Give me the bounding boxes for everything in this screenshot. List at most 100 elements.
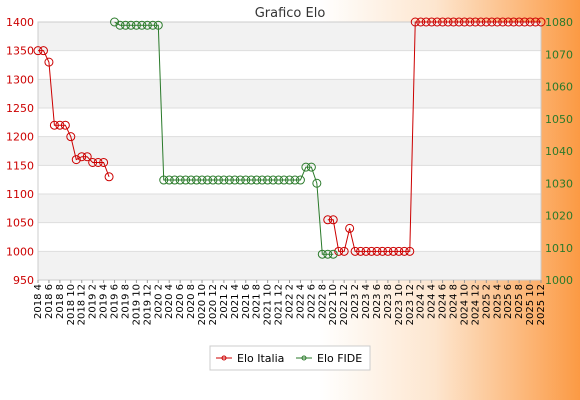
data-point bbox=[104, 172, 114, 182]
data-point bbox=[142, 20, 152, 30]
y-left-tick-label: 950 bbox=[13, 274, 34, 287]
y-right-tick-label: 1050 bbox=[545, 113, 573, 126]
x-tick-label: 2021 2 bbox=[219, 284, 230, 319]
x-tick-label: 2020 2 bbox=[153, 284, 164, 319]
data-point bbox=[345, 223, 355, 233]
data-point bbox=[192, 175, 202, 185]
data-point bbox=[126, 20, 136, 30]
series-layer bbox=[33, 17, 546, 259]
data-point bbox=[208, 175, 218, 185]
data-point bbox=[328, 215, 338, 225]
data-point bbox=[88, 157, 98, 167]
data-point bbox=[443, 17, 453, 27]
x-tick-label: 2019 8 bbox=[120, 284, 131, 319]
data-point bbox=[131, 20, 141, 30]
data-point bbox=[416, 17, 426, 27]
x-tick-label: 2021 8 bbox=[252, 284, 263, 319]
data-point bbox=[230, 175, 240, 185]
x-tick-label: 2023 4 bbox=[361, 284, 372, 319]
y-right-tick-label: 1080 bbox=[545, 16, 573, 29]
data-point bbox=[257, 175, 267, 185]
data-point bbox=[224, 175, 234, 185]
data-point bbox=[328, 249, 338, 259]
x-tick-label: 2022 2 bbox=[285, 284, 296, 319]
data-point bbox=[470, 17, 480, 27]
legend-italia-label: Elo Italia bbox=[237, 352, 284, 365]
x-tick-label: 2018 4 bbox=[33, 284, 44, 319]
legend-fide-label: Elo FIDE bbox=[317, 352, 362, 365]
data-point bbox=[317, 249, 327, 259]
data-point bbox=[432, 17, 442, 27]
series-line bbox=[38, 50, 110, 177]
data-point bbox=[481, 17, 491, 27]
y-axis-left: 950 1000 1050 1100 1150 1200 1250 1300 1350 1400 bbox=[6, 16, 34, 287]
y-left-tick-label: 1150 bbox=[6, 159, 34, 172]
legend-fide-marker bbox=[301, 355, 307, 361]
x-tick-label: 2023 12 bbox=[405, 284, 416, 325]
data-point bbox=[60, 120, 70, 130]
grid-band bbox=[38, 79, 541, 108]
data-point bbox=[509, 17, 519, 27]
y-left-tick-label: 1050 bbox=[6, 217, 34, 230]
data-point bbox=[82, 152, 92, 162]
plot-bands bbox=[38, 22, 541, 280]
data-point bbox=[235, 175, 245, 185]
y-left-tick-label: 1300 bbox=[6, 73, 34, 86]
legend: Elo Italia Elo FIDE bbox=[209, 345, 371, 371]
data-point bbox=[323, 215, 333, 225]
x-tick-label: 2019 2 bbox=[88, 284, 99, 319]
data-point bbox=[536, 17, 546, 27]
data-point bbox=[285, 175, 294, 185]
data-point bbox=[399, 246, 409, 256]
y-left-tick-label: 1250 bbox=[6, 102, 34, 115]
y-right-tick-label: 1010 bbox=[545, 242, 573, 255]
y-right-tick-label: 1040 bbox=[545, 145, 573, 158]
data-point bbox=[377, 246, 387, 256]
data-point bbox=[356, 246, 366, 256]
data-point bbox=[383, 246, 393, 256]
x-tick-label: 2018 10 bbox=[66, 284, 77, 325]
data-point bbox=[71, 155, 81, 165]
data-point bbox=[531, 17, 541, 27]
data-point bbox=[219, 175, 229, 185]
data-point bbox=[350, 246, 360, 256]
x-tick-label: 2019 10 bbox=[131, 284, 142, 325]
x-tick-label: 2022 6 bbox=[306, 284, 317, 319]
x-tick-label: 2024 4 bbox=[427, 284, 438, 319]
y-left-tick-label: 1000 bbox=[6, 245, 34, 258]
data-point bbox=[476, 17, 486, 27]
x-tick-label: 2025 2 bbox=[481, 284, 492, 319]
x-tick-label: 2022 8 bbox=[317, 284, 328, 319]
data-point bbox=[268, 175, 278, 185]
y-right-tick-label: 1030 bbox=[545, 177, 573, 190]
data-point bbox=[454, 17, 464, 27]
data-point bbox=[137, 20, 147, 30]
data-point bbox=[66, 132, 76, 142]
x-tick-label: 2025 10 bbox=[525, 284, 536, 325]
y-axis-right: 1000 1010 1020 1030 1040 1050 1060 1070 1080 bbox=[545, 16, 573, 287]
data-point bbox=[93, 157, 103, 167]
y-right-tick-label: 1000 bbox=[545, 274, 573, 287]
data-point bbox=[202, 175, 212, 185]
y-left-tick-label: 1350 bbox=[6, 45, 34, 58]
x-tick-label: 2020 10 bbox=[197, 284, 208, 325]
data-point bbox=[503, 17, 513, 27]
x-tick-label: 2020 12 bbox=[208, 284, 219, 325]
data-point bbox=[388, 246, 398, 256]
data-point bbox=[361, 246, 371, 256]
data-point bbox=[492, 17, 502, 27]
grid-lines bbox=[38, 21, 541, 281]
x-tick-label: 2019 12 bbox=[142, 284, 153, 325]
data-point bbox=[170, 175, 180, 185]
x-tick-label: 2022 4 bbox=[295, 284, 306, 319]
data-point bbox=[49, 120, 59, 130]
data-point bbox=[115, 20, 125, 30]
series-line bbox=[327, 21, 541, 252]
data-point bbox=[44, 57, 54, 67]
data-point bbox=[252, 175, 262, 185]
y-right-tick-label: 1070 bbox=[545, 48, 573, 61]
legend-box bbox=[209, 345, 371, 371]
series-elo-fide bbox=[110, 17, 338, 259]
